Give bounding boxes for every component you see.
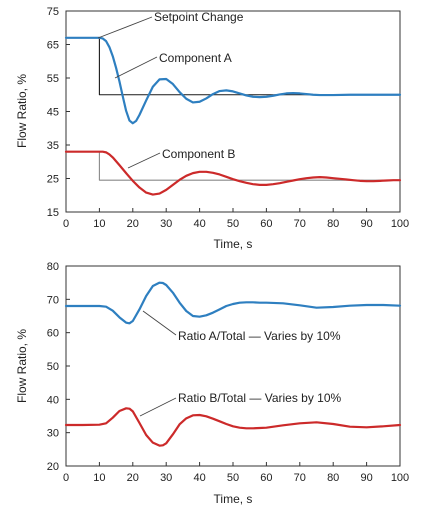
x-tick-label: 70 [294, 218, 306, 230]
y-tick-label: 80 [47, 261, 59, 273]
y-tick-label: 35 [47, 140, 59, 152]
leader-component-b [127, 152, 161, 169]
y-tick-label: 65 [47, 40, 59, 52]
y-tick-label: 55 [47, 73, 59, 85]
series-group-bottom [64, 281, 402, 447]
series-line-response-a [64, 36, 402, 125]
y-tick-label: 20 [47, 461, 59, 473]
plot-frame-top [65, 10, 401, 213]
x-tick-label: 0 [63, 218, 69, 230]
y-tick-label: 25 [47, 174, 59, 186]
x-tick-label: 40 [193, 472, 205, 484]
leader-ratio-b [139, 397, 177, 417]
x-tick-label: 30 [160, 472, 172, 484]
x-tick-label: 70 [294, 472, 306, 484]
x-tick-label: 0 [63, 472, 69, 484]
x-tick-label: 90 [360, 218, 372, 230]
y-tick-label: 70 [47, 294, 59, 306]
plot-frame-bottom [65, 265, 401, 467]
x-tick-label: 60 [260, 218, 272, 230]
x-tick-label: 30 [160, 218, 172, 230]
x-tick-label: 40 [193, 218, 205, 230]
y-tick-label: 40 [47, 394, 59, 406]
y-tick-label: 45 [47, 107, 59, 119]
annotation-component-b: Component B [162, 147, 235, 161]
x-tick-label: 80 [327, 218, 339, 230]
chart-panel-top: 0 10 20 30 40 50 60 70 80 90 100 15 25 35 45 55 65 75 Set… [15, 6, 409, 251]
leader-ratio-a [142, 310, 177, 336]
tick-group-top: 0 10 20 30 40 50 60 70 80 90 100 15 25 35 45 55 65 75 [47, 6, 409, 230]
series-line-ratio-a [64, 281, 402, 325]
chart-panel-bottom: 0 10 20 30 40 50 60 70 80 90 100 20 30 40 50 60 70 80 Rat… [15, 261, 409, 506]
y-tick-label: 75 [47, 6, 59, 18]
annotation-ratio-b: Ratio B/Total — Varies by 10% [178, 391, 342, 405]
leader-setpoint-change [97, 16, 153, 39]
x-tick-label: 100 [391, 218, 409, 230]
y-axis-title-bottom: Flow Ratio, % [15, 329, 29, 403]
x-tick-label: 50 [227, 472, 239, 484]
x-tick-label: 20 [127, 472, 139, 484]
annotation-ratio-a: Ratio A/Total — Varies by 10% [178, 329, 341, 343]
tick-group-bottom: 0 10 20 30 40 50 60 70 80 90 100 20 30 40 50 60 70 80 [47, 261, 409, 484]
leader-component-a [114, 56, 158, 79]
x-tick-label: 80 [327, 472, 339, 484]
x-tick-label: 60 [260, 472, 272, 484]
y-axis-title-top: Flow Ratio, % [15, 74, 29, 148]
x-axis-title-top: Time, s [214, 237, 253, 251]
series-line-response-b [64, 150, 402, 196]
x-tick-label: 20 [127, 218, 139, 230]
x-tick-label: 10 [93, 218, 105, 230]
annotation-setpoint-change: Setpoint Change [154, 10, 244, 24]
series-line-ratio-b [64, 407, 402, 447]
x-axis-title-bottom: Time, s [214, 492, 253, 506]
y-tick-label: 50 [47, 361, 59, 373]
x-tick-label: 10 [93, 472, 105, 484]
x-tick-label: 100 [391, 472, 409, 484]
x-tick-label: 50 [227, 218, 239, 230]
x-tick-label: 90 [360, 472, 372, 484]
annotation-component-a: Component A [159, 51, 232, 65]
y-tick-label: 30 [47, 428, 59, 440]
y-tick-label: 15 [47, 207, 59, 219]
y-tick-label: 60 [47, 328, 59, 340]
series-group-top [64, 36, 402, 196]
